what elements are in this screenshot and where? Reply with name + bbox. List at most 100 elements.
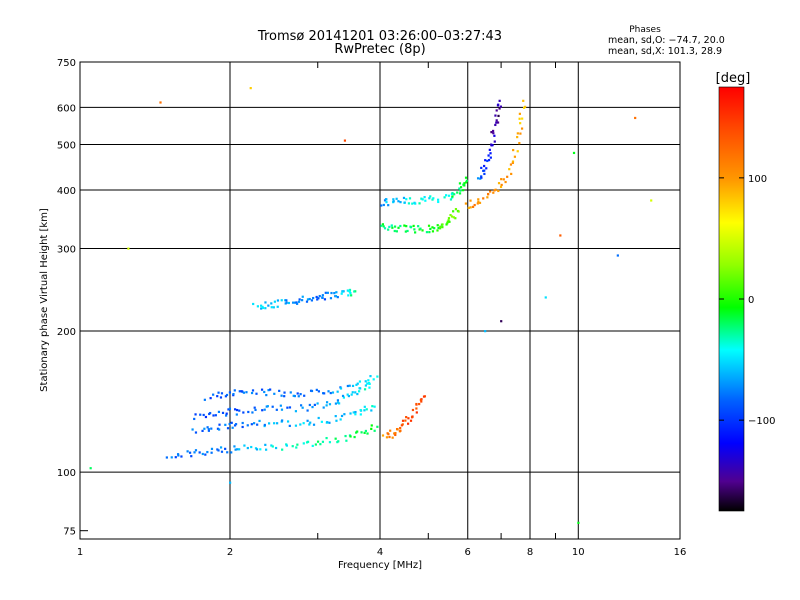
data-point: [366, 432, 369, 435]
data-point: [349, 412, 352, 415]
grid-lines: [80, 62, 680, 539]
data-point: [284, 299, 287, 302]
data-point: [453, 193, 456, 196]
data-point: [432, 197, 435, 200]
data-point: [454, 208, 458, 211]
data-point: [224, 423, 227, 426]
data-point: [446, 222, 449, 225]
data-point: [373, 405, 376, 408]
data-point: [281, 419, 284, 422]
chart-subtitle: RwPretec (8p): [334, 42, 425, 57]
data-point: [241, 390, 244, 393]
data-point: [634, 116, 637, 120]
data-point: [258, 419, 261, 423]
data-point: [497, 182, 501, 185]
data-point: [395, 197, 398, 200]
data-point: [459, 186, 463, 189]
data-point: [353, 435, 356, 439]
data-point: [242, 411, 245, 414]
data-point: [348, 384, 351, 387]
data-point: [326, 421, 329, 424]
colorbar-tick-label: 100: [748, 174, 767, 185]
data-point: [193, 417, 196, 421]
data-point: [254, 408, 257, 412]
data-point: [428, 231, 431, 234]
data-point: [306, 409, 309, 412]
x-tick-labels: 1 2 4 6 8 10 16: [77, 547, 687, 558]
data-point: [521, 117, 524, 120]
data-point: [401, 419, 405, 422]
data-point: [303, 394, 306, 397]
data-point: [436, 224, 439, 227]
data-point: [389, 429, 392, 432]
data-point: [219, 396, 223, 399]
data-point: [392, 200, 395, 203]
data-point: [219, 446, 223, 449]
data-point: [323, 298, 327, 301]
data-point: [394, 431, 397, 435]
data-point: [419, 398, 422, 402]
data-point: [235, 413, 238, 416]
data-point: [334, 437, 337, 440]
data-point: [405, 225, 408, 228]
data-point: [206, 450, 209, 454]
data-point: [313, 403, 316, 406]
data-point: [437, 200, 440, 204]
data-point: [297, 300, 301, 303]
data-point: [399, 201, 402, 204]
data-point: [341, 394, 345, 398]
data-point: [431, 226, 434, 229]
data-point: [289, 391, 292, 394]
data-point: [358, 380, 362, 383]
data-point: [225, 393, 229, 397]
data-point: [190, 455, 193, 458]
data-point: [280, 394, 283, 397]
data-point: [506, 175, 509, 178]
data-point: [212, 393, 215, 396]
data-point: [315, 388, 318, 391]
data-point: [364, 429, 367, 433]
data-point: [264, 443, 267, 446]
data-point: [225, 412, 228, 415]
data-point: [356, 382, 359, 385]
data-point: [354, 391, 357, 394]
y-tick-label: 750: [57, 58, 76, 69]
data-point: [216, 395, 219, 398]
data-point: [469, 199, 472, 202]
data-point: [469, 206, 472, 209]
y-tick-label: 100: [57, 468, 76, 479]
x-tick-label: 6: [465, 547, 471, 558]
data-point: [431, 198, 434, 201]
data-point: [487, 159, 491, 162]
data-point: [448, 220, 451, 223]
data-point: [504, 180, 507, 184]
data-point: [498, 99, 501, 102]
data-point: [518, 117, 521, 120]
x-tick-label: 8: [527, 547, 533, 558]
data-point: [203, 427, 206, 430]
data-point: [299, 423, 302, 426]
data-point: [217, 410, 221, 413]
y-tick-label: 600: [57, 103, 76, 114]
data-points: [89, 87, 653, 524]
data-point: [347, 394, 350, 398]
data-point: [270, 302, 273, 305]
data-point: [403, 201, 406, 204]
data-point: [308, 297, 311, 301]
data-point: [509, 163, 513, 166]
data-point: [265, 448, 268, 451]
data-point: [372, 378, 375, 381]
data-point: [328, 403, 332, 406]
data-point: [464, 176, 468, 179]
data-point: [316, 440, 320, 443]
data-point: [250, 423, 253, 426]
data-point: [480, 175, 483, 178]
data-point: [220, 392, 224, 395]
data-point: [263, 408, 266, 411]
data-point: [207, 429, 211, 432]
data-point: [204, 453, 207, 456]
data-point: [404, 230, 407, 233]
data-point: [202, 413, 205, 417]
data-point: [368, 386, 371, 389]
